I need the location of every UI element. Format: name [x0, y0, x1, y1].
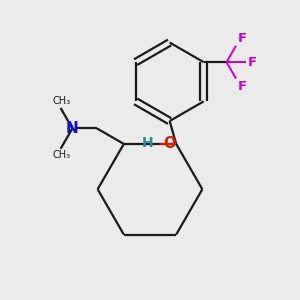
- Text: F: F: [248, 56, 257, 69]
- Text: N: N: [66, 121, 79, 136]
- Text: -O: -O: [158, 136, 177, 151]
- Text: CH₃: CH₃: [52, 96, 70, 106]
- Text: F: F: [238, 32, 247, 45]
- Text: CH₃: CH₃: [52, 150, 70, 161]
- Text: H: H: [142, 136, 153, 150]
- Text: F: F: [238, 80, 247, 93]
